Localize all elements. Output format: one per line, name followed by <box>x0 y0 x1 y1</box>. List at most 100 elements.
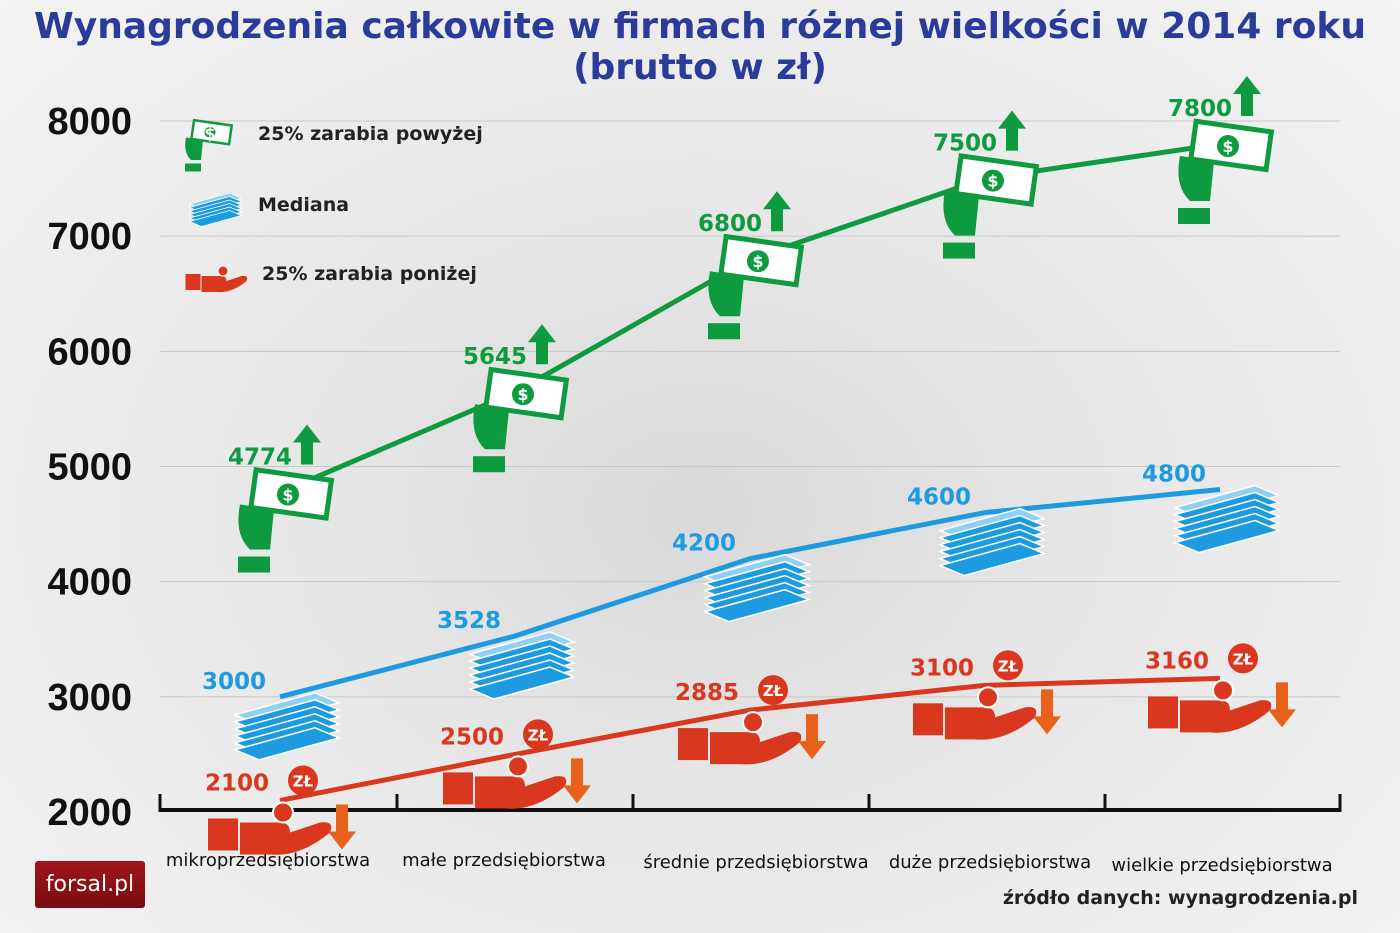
down-arrow-icon <box>1033 689 1061 735</box>
zl-coin-icon <box>523 719 553 750</box>
data-label: 4600 <box>907 485 971 511</box>
legend-label-top25: 25% zarabia powyżej <box>258 123 483 145</box>
hand <box>185 137 203 160</box>
banknote-stack-icon <box>937 507 1047 577</box>
dollar-coin <box>204 127 216 138</box>
dollar-coin <box>277 483 299 506</box>
forsal-logo[interactable]: forsal.pl <box>35 861 145 908</box>
coin <box>272 801 294 824</box>
dollar-sign: $ <box>752 252 763 271</box>
legend-icon-money-in-hand <box>185 118 234 172</box>
zl-coin-text: ZŁ <box>763 682 784 700</box>
cuff <box>238 556 270 573</box>
subtitle-line: (brutto w zł) <box>573 47 827 88</box>
dollar-sign: $ <box>204 124 215 143</box>
cuff <box>185 274 201 290</box>
money-in-hand-icon <box>473 366 570 473</box>
dollar-sign: $ <box>987 172 998 191</box>
coin <box>742 711 764 734</box>
up-arrow-icon <box>528 324 556 365</box>
cuff <box>185 163 201 172</box>
coin <box>217 265 229 277</box>
hand <box>240 822 332 855</box>
money-in-hand-icon <box>238 467 335 573</box>
x-category-label: mikroprzedsiębiorstwa <box>166 850 370 871</box>
data-label: 2500 <box>440 724 504 750</box>
hand <box>475 776 567 809</box>
y-tick-label: 2000 <box>47 792 132 834</box>
x-category-label: wielkie przedsiębiorstwa <box>1111 855 1332 876</box>
hand <box>201 275 248 293</box>
zl-coin-icon <box>758 675 788 706</box>
dollar-sign: $ <box>1222 137 1233 156</box>
zl-coin-text: ZŁ <box>528 726 549 744</box>
down-arrow-icon <box>328 804 356 850</box>
coin-in-hand-icon <box>678 711 802 765</box>
title-line: Wynagrodzenia całkowite w firmach różnej… <box>34 6 1366 47</box>
banknote-stack-icon <box>232 692 342 761</box>
series-line-1 <box>279 487 1221 700</box>
zl-coin-text: ZŁ <box>293 772 314 790</box>
dollar-coin <box>982 169 1004 192</box>
hand <box>708 271 744 317</box>
zl-coin-icon <box>288 765 318 796</box>
data-label: 3000 <box>202 669 266 695</box>
y-tick-label: 5000 <box>47 447 132 489</box>
data-label: 3100 <box>910 655 974 681</box>
hand <box>943 190 979 236</box>
money-in-hand-icon <box>1178 118 1275 225</box>
dollar-coin <box>1217 135 1239 158</box>
banknote-layer <box>232 727 342 761</box>
zl-coin-text: ZŁ <box>1233 650 1254 668</box>
legend-icon-banknote-stack <box>188 192 243 227</box>
chart-title: Wynagrodzenia całkowite w firmach różnej… <box>0 6 1400 88</box>
data-label: 5645 <box>463 344 527 370</box>
coin <box>977 686 999 709</box>
banknote-layer <box>1172 519 1282 554</box>
cuff <box>1178 208 1210 225</box>
up-arrow-icon <box>1233 76 1261 117</box>
y-tick-label: 6000 <box>47 331 132 373</box>
y-tick-label: 7000 <box>47 216 132 258</box>
cuff <box>443 772 473 805</box>
y-tick-label: 8000 <box>47 101 132 143</box>
money-in-hand-icon <box>943 153 1040 259</box>
zl-coin-icon <box>993 650 1023 681</box>
hand <box>1180 700 1272 733</box>
cuff <box>678 728 708 761</box>
legend-icon-coin-in-hand <box>185 265 248 293</box>
dollar-sign: $ <box>282 486 293 505</box>
data-label: 4800 <box>1142 462 1206 488</box>
banknote-stack-icon <box>1172 484 1282 554</box>
x-category-label: duże przedsiębiorstwa <box>889 852 1091 873</box>
series-line-0 <box>279 141 1221 495</box>
data-label: 2885 <box>675 680 739 706</box>
zl-coin-text: ZŁ <box>998 657 1019 675</box>
hand <box>1178 156 1214 202</box>
data-label: 3160 <box>1145 648 1209 674</box>
coin-in-hand-icon <box>208 801 332 855</box>
data-label: 4774 <box>228 445 292 471</box>
dollar-sign: $ <box>517 385 528 404</box>
y-tick-label: 4000 <box>47 562 132 604</box>
down-arrow-icon <box>1268 682 1296 728</box>
hand <box>473 404 509 450</box>
cuff <box>208 818 238 851</box>
legend-label-median: Mediana <box>258 194 350 216</box>
data-label: 7800 <box>1168 96 1232 122</box>
banknote-layer <box>937 542 1047 577</box>
hand <box>945 707 1037 740</box>
coin <box>1212 679 1234 702</box>
x-category-label: małe przedsiębiorstwa <box>402 850 606 871</box>
cuff <box>473 456 505 473</box>
cuff <box>708 323 740 340</box>
y-tick-label: 3000 <box>47 677 132 719</box>
coin <box>507 755 529 778</box>
data-label: 3528 <box>437 608 501 634</box>
series-line-2 <box>279 675 1221 803</box>
coin-in-hand-icon <box>443 755 567 809</box>
data-label: 6800 <box>698 211 762 237</box>
banknote-stack-icon <box>702 553 812 623</box>
source-note: źródło danych: wynagrodzenia.pl <box>1002 887 1358 909</box>
